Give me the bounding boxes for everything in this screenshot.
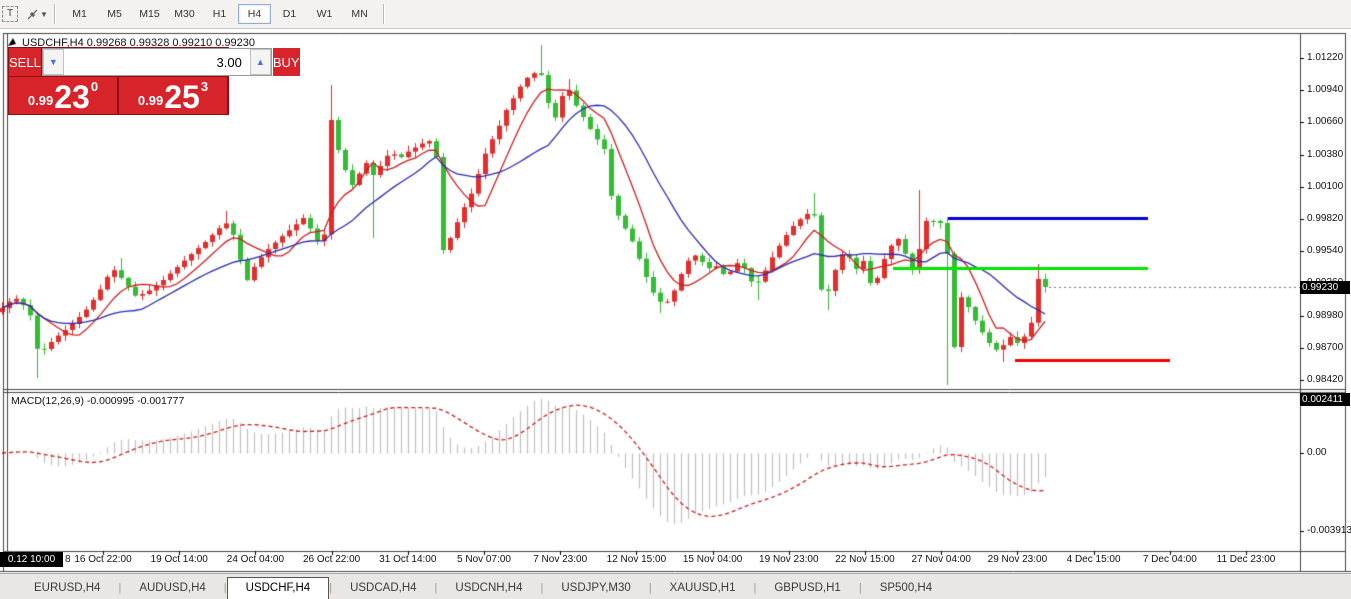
timeframe-button-m15[interactable]: M15 (139, 8, 160, 20)
timeframe-button-h4[interactable]: H4 (238, 4, 271, 24)
price-axis-label: 1.00380 (1307, 148, 1344, 160)
macd-axis-label: 0.00 (1307, 447, 1327, 458)
current-macd-box: 0.002411 (1300, 393, 1350, 406)
tab-divider: | (223, 582, 227, 594)
toolbar-separator (54, 4, 56, 24)
time-axis-label: 5 Nov 07:00 (457, 554, 511, 565)
lot-size-spinner: ▼ ▲ (41, 48, 272, 76)
double-arrow-icon (27, 9, 38, 19)
lot-size-input[interactable] (63, 49, 250, 75)
time-axis-label: 31 Oct 14:00 (379, 554, 437, 565)
lot-decrease-button[interactable]: ▼ (42, 49, 64, 75)
chart-tab-gbpusd[interactable]: GBPUSD,H1 (774, 582, 841, 594)
time-axis-label: 7 Nov 23:00 (533, 554, 588, 565)
tab-divider: | (540, 582, 544, 594)
toolbar-separator (383, 4, 385, 24)
time-axis-label: 29 Nov 23:00 (987, 554, 1048, 565)
time-axis-label: 26 Oct 22:00 (302, 554, 361, 565)
price-axis-label: 0.99820 (1307, 213, 1344, 224)
chart-tab-eurusd[interactable]: EURUSD,H4 (34, 582, 101, 594)
chart-tab-xauusd[interactable]: XAUUSD,H1 (669, 582, 736, 594)
price-axis-label: 0.99540 (1307, 245, 1344, 257)
tab-divider: | (858, 582, 862, 594)
time-axis-label: 4 Dec 15:00 (1066, 554, 1121, 565)
price-axis-label: 0.98420 (1307, 374, 1344, 385)
buy-price-small: 0.99 (137, 93, 164, 108)
sell-price-display[interactable]: 0.99 23 0 (9, 77, 117, 114)
chart-tab-usdcnh[interactable]: USDCNH,H4 (455, 582, 523, 594)
timeframe-button-h1[interactable]: H1 (212, 8, 227, 20)
time-axis-label: 7 Dec 04:00 (1142, 554, 1197, 565)
tab-divider: | (329, 582, 333, 594)
buy-price-display[interactable]: 0.99 25 3 (119, 77, 227, 114)
price-axis-label: 0.98700 (1307, 341, 1344, 353)
price-axis-label: 1.01220 (1307, 52, 1344, 63)
macd-axis-label: -0.003913 (1307, 525, 1351, 536)
cursor-mode-dropdown-icon[interactable]: ▼ (26, 4, 48, 24)
text-tool-icon[interactable]: T (2, 4, 24, 24)
time-axis-label: 22 Nov 15:00 (835, 554, 895, 565)
tab-divider: | (434, 582, 438, 594)
chart-ohlc-title: USDCHF,H4 0.99268 0.99328 0.99210 0.9923… (22, 37, 256, 49)
chart-tab-audusd[interactable]: AUDUSD,H4 (139, 582, 206, 594)
current-price-box: 0.99230 (1300, 281, 1350, 294)
time-axis-label: 11 Dec 23:00 (1216, 554, 1276, 565)
sell-button[interactable]: SELL (9, 48, 41, 76)
crosshair-time-box: 0.12 10:00 (0, 552, 63, 567)
timeframe-button-w1[interactable]: W1 (316, 8, 333, 20)
price-axis-label: 0.98980 (1307, 309, 1344, 321)
time-axis-label: 27 Nov 04:00 (911, 554, 971, 565)
timeframe-toolbar: M1 M5 M15 M30 H1 H4 D1 W1 MN (62, 4, 377, 24)
dropdown-caret-icon: ▼ (40, 9, 48, 19)
time-axis-label: 12 Nov 15:00 (606, 554, 667, 565)
price-axis-label: 1.00100 (1307, 180, 1344, 192)
buy-button[interactable]: BUY (272, 48, 300, 76)
sell-price-big: 23 (54, 79, 90, 115)
time-axis-label: 16 Oct 22:00 (74, 554, 132, 565)
price-axis-label: 1.00660 (1307, 116, 1344, 128)
sell-price-sup: 0 (90, 79, 99, 94)
timeframe-button-mn[interactable]: MN (351, 8, 368, 20)
text-tool-glyph: T (2, 6, 18, 22)
chart-tab-strip: EURUSD,H4 | AUDUSD,H4 | USDCHF,H4 | USDCAD,H4 |… (16, 574, 950, 599)
macd-indicator-label: MACD(12,26,9) -0.000995 -0.001777 (11, 395, 185, 407)
time-axis-label: 19 Oct 14:00 (150, 554, 208, 565)
timeframe-button-m5[interactable]: M5 (107, 8, 122, 20)
timeframe-button-m1[interactable]: M1 (72, 8, 87, 20)
lot-increase-button[interactable]: ▲ (249, 49, 271, 75)
chart-tab-usdjpy[interactable]: USDJPY,M30 (561, 582, 631, 594)
time-axis-label: 19 Nov 23:00 (759, 554, 819, 565)
toolbar: T ▼ M1 M5 M15 M30 H1 H4 D1 W1 MN (0, 0, 1351, 29)
chart-tab-usdcad[interactable]: USDCAD,H4 (350, 582, 417, 594)
time-axis-label: 24 Oct 04:00 (226, 554, 285, 565)
timeframe-button-m30[interactable]: M30 (174, 8, 195, 20)
buy-price-sup: 3 (200, 79, 209, 94)
timeframe-button-d1[interactable]: D1 (282, 8, 297, 20)
sell-price-small: 0.99 (27, 93, 54, 108)
price-axis-label: 1.00940 (1307, 84, 1344, 96)
chart-tab-usdchf[interactable]: USDCHF,H4 (226, 577, 330, 599)
tab-divider: | (648, 582, 652, 594)
tab-divider: | (753, 582, 757, 594)
chart-tab-bar: EURUSD,H4 | AUDUSD,H4 | USDCHF,H4 | USDCAD,H4 |… (0, 573, 1351, 599)
chart-tab-sp500[interactable]: SP500,H4 (879, 582, 933, 594)
tab-divider: | (118, 582, 122, 594)
time-axis-label: 15 Nov 04:00 (682, 554, 743, 565)
buy-price-big: 25 (164, 79, 200, 115)
clipped-time-label: 8 (65, 554, 71, 565)
one-click-trade-panel: SELL ▼ ▲ BUY 0.99 23 0 0.99 25 3 (8, 47, 300, 115)
